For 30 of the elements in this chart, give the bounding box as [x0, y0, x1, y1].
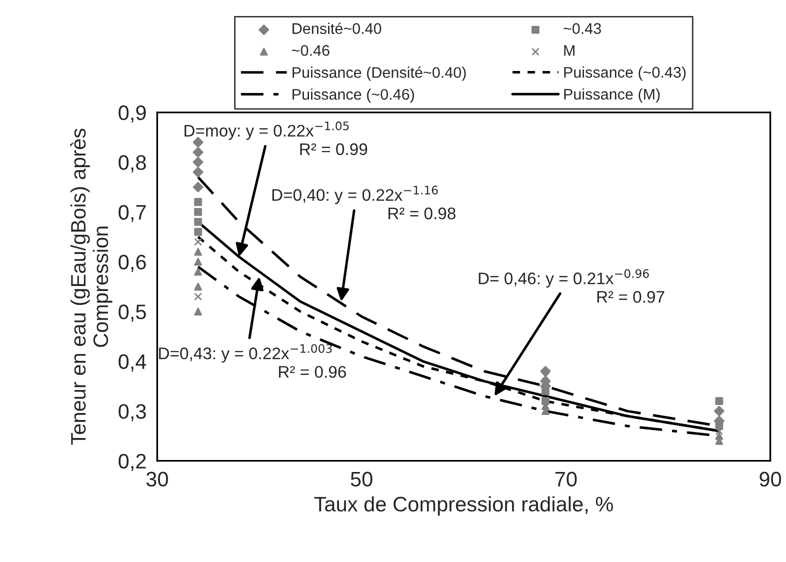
legend-label: M [564, 45, 574, 56]
legend-label: ~0.43 [564, 23, 601, 34]
x-axis-title: Taux de Compression radiale, % [314, 496, 613, 516]
y-tick-label: 0,3 [118, 404, 146, 422]
x-tick-label: 30 [146, 472, 168, 487]
annotation: D= 0,46: y = 0.21x$^{−0.96}$ [478, 269, 649, 288]
annotation: R² = 0.98 [388, 208, 456, 220]
y-tick-label: 0,6 [118, 254, 146, 272]
annotation: R² = 0.97 [597, 291, 664, 303]
annotation: D=0,40: y = 0.22x$^{−1.16}$ [272, 186, 438, 204]
legend-label: Puissance (~0.46) [292, 88, 414, 103]
y-tick-label: 0,5 [118, 304, 146, 322]
y-axis-title: Teneur en eau (gEau/gBois) après Compression [70, 128, 112, 445]
x-tick-label: 90 [760, 472, 782, 487]
y-tick-label: 0,8 [118, 155, 146, 172]
annotation: D=0,43: y = 0.22x$^{−1.003}$ [159, 344, 332, 363]
annotation: D=moy: y = 0.22x$^{−1.05}$ [184, 121, 349, 140]
annotation: R² = 0.96 [279, 366, 346, 378]
legend-label: ~0.46 [292, 45, 330, 56]
legend-label: Puissance (~0.43) [564, 66, 686, 81]
x-tick-label: 50 [350, 472, 372, 487]
y-tick-label: 0,9 [118, 105, 146, 123]
legend-label: Puissance (Densité~0.40) [292, 66, 466, 81]
annotation: R² = 0.99 [300, 143, 368, 156]
legend-label: Puissance (M) [564, 88, 660, 103]
y-tick-label: 0,4 [118, 354, 146, 372]
y-tick-label: 0,2 [118, 454, 146, 472]
x-tick-label: 70 [555, 472, 577, 487]
legend-label: Densité~0.40 [292, 22, 382, 34]
y-tick-label: 0,7 [118, 204, 146, 222]
